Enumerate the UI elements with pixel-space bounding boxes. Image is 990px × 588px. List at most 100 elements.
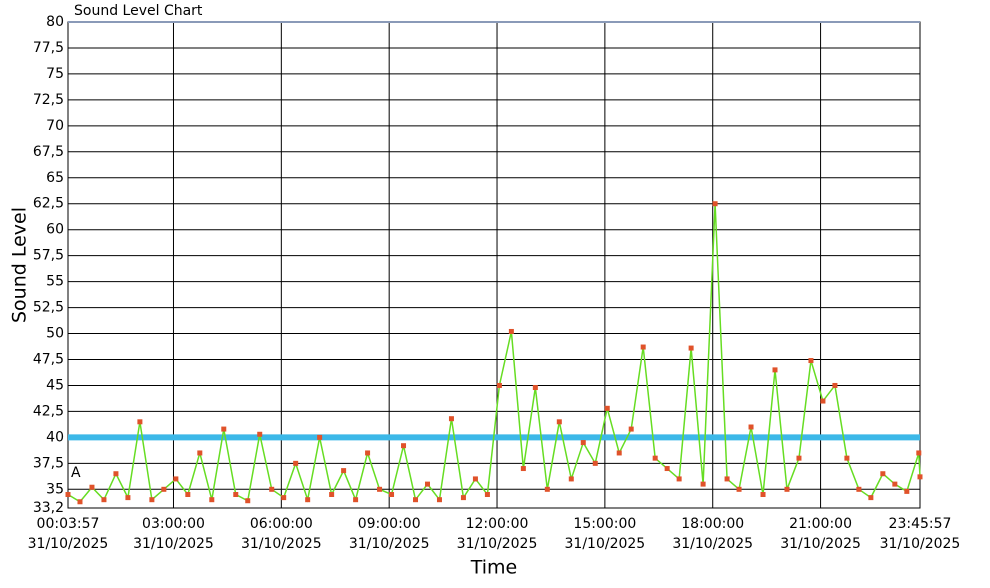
data-point bbox=[664, 466, 670, 472]
data-point bbox=[892, 481, 898, 487]
data-point bbox=[137, 419, 143, 425]
y-tick-label: 50 bbox=[46, 326, 64, 342]
data-point bbox=[233, 492, 239, 497]
x-tick-date: 31/10/2025 bbox=[565, 536, 646, 552]
data-point bbox=[917, 474, 923, 480]
data-point bbox=[365, 450, 371, 456]
data-point bbox=[604, 405, 610, 411]
x-axis-label: Time bbox=[470, 557, 518, 579]
data-point bbox=[736, 486, 742, 492]
data-point bbox=[389, 492, 395, 497]
data-point bbox=[796, 455, 802, 461]
y-tick-label: 80 bbox=[46, 14, 64, 30]
data-point bbox=[257, 431, 263, 437]
y-axis-label: Sound Level bbox=[9, 207, 31, 323]
data-point bbox=[173, 476, 179, 482]
data-point bbox=[221, 426, 227, 432]
data-point bbox=[209, 497, 215, 503]
data-point bbox=[125, 495, 131, 501]
data-point bbox=[628, 426, 634, 432]
data-point bbox=[508, 328, 514, 334]
data-point bbox=[65, 492, 71, 497]
data-point bbox=[77, 499, 83, 505]
data-point bbox=[197, 450, 203, 456]
data-point bbox=[353, 497, 359, 503]
data-point bbox=[149, 497, 155, 503]
data-point bbox=[760, 492, 766, 497]
data-point bbox=[460, 495, 466, 501]
y-tick-label: 60 bbox=[46, 222, 64, 238]
data-point bbox=[293, 460, 299, 466]
x-tick-label: 12:00:00 bbox=[466, 516, 529, 532]
data-point bbox=[401, 443, 407, 449]
data-point bbox=[724, 476, 730, 482]
data-point bbox=[820, 398, 826, 404]
data-point bbox=[424, 481, 430, 487]
data-point bbox=[832, 382, 838, 388]
data-point bbox=[448, 416, 454, 422]
data-point bbox=[880, 471, 886, 477]
y-tick-label: 65 bbox=[46, 170, 64, 186]
data-point bbox=[568, 476, 574, 482]
y-tick-label: 40 bbox=[46, 429, 64, 445]
data-point bbox=[676, 476, 682, 482]
x-tick-date: 31/10/2025 bbox=[880, 536, 961, 552]
data-point bbox=[556, 419, 562, 425]
y-tick-label: 72,5 bbox=[33, 92, 64, 108]
y-tick-label: 67,5 bbox=[33, 144, 64, 160]
data-point bbox=[808, 358, 814, 364]
x-tick-label: 21:00:00 bbox=[789, 516, 852, 532]
data-point bbox=[520, 466, 526, 472]
data-point bbox=[580, 440, 586, 446]
y-tick-label: 75 bbox=[46, 66, 64, 82]
data-point bbox=[856, 486, 862, 492]
x-tick-date: 31/10/2025 bbox=[241, 536, 322, 552]
y-tick-label: 45 bbox=[46, 377, 64, 393]
data-point bbox=[329, 492, 335, 497]
data-point bbox=[916, 450, 922, 456]
data-point bbox=[496, 382, 502, 388]
x-tick-label: 18:00:00 bbox=[681, 516, 744, 532]
data-point bbox=[712, 201, 718, 207]
data-point bbox=[413, 497, 419, 503]
data-point bbox=[305, 497, 311, 503]
data-point bbox=[772, 367, 778, 373]
x-tick-label: 00:03:57 bbox=[37, 516, 100, 532]
x-tick-label: 06:00:00 bbox=[250, 516, 313, 532]
y-tick-label: 37,5 bbox=[33, 455, 64, 471]
data-point bbox=[904, 488, 910, 494]
data-point bbox=[185, 492, 191, 497]
data-point bbox=[652, 455, 658, 461]
y-tick-label: 42,5 bbox=[33, 403, 64, 419]
y-tick-label: 77,5 bbox=[33, 40, 64, 56]
x-tick-date: 31/10/2025 bbox=[780, 536, 861, 552]
x-tick-date: 31/10/2025 bbox=[28, 536, 109, 552]
x-tick-date: 31/10/2025 bbox=[133, 536, 214, 552]
data-point bbox=[844, 455, 850, 461]
x-tick-label: 03:00:00 bbox=[142, 516, 205, 532]
data-point bbox=[688, 345, 694, 351]
data-point bbox=[640, 344, 646, 350]
data-point bbox=[113, 471, 119, 477]
x-tick-date: 31/10/2025 bbox=[672, 536, 753, 552]
data-point bbox=[748, 424, 754, 430]
y-tick-label: 47,5 bbox=[33, 352, 64, 368]
data-point bbox=[377, 486, 383, 492]
y-tick-label: 33,2 bbox=[33, 500, 64, 516]
y-tick-label: 52,5 bbox=[33, 300, 64, 316]
data-point bbox=[700, 481, 706, 487]
y-tick-label: 55 bbox=[46, 274, 64, 290]
x-tick-label: 23:45:57 bbox=[889, 516, 952, 532]
y-tick-label: 57,5 bbox=[33, 248, 64, 264]
y-tick-label: 62,5 bbox=[33, 196, 64, 212]
data-point bbox=[784, 486, 790, 492]
x-tick-date: 31/10/2025 bbox=[457, 536, 538, 552]
data-point bbox=[544, 486, 550, 492]
data-point bbox=[101, 497, 107, 503]
data-point bbox=[472, 476, 478, 482]
data-point bbox=[341, 468, 347, 474]
threshold-label: A bbox=[71, 465, 81, 481]
data-point bbox=[245, 498, 251, 504]
